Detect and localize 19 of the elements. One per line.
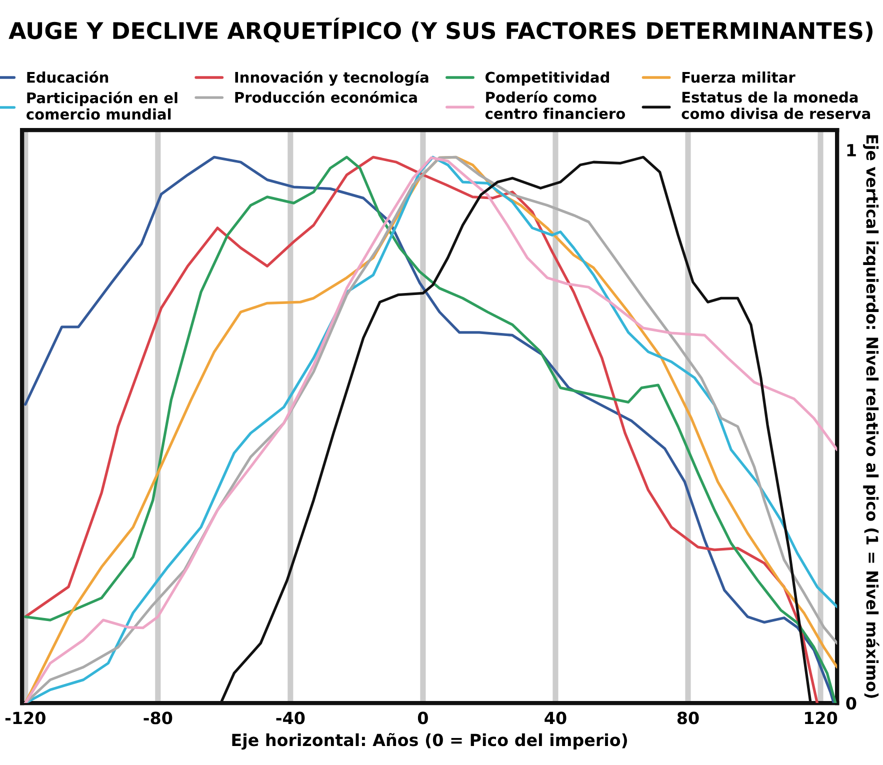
chart-title: AUGE Y DECLIVE ARQUETÍPICO (Y SUS FACTORES DETERMINANTES) [8, 18, 872, 42]
legend-label: Competitividad [486, 72, 609, 86]
legend-label: Estatus de la moneda como divisa de reserva [682, 91, 870, 120]
legend-label: Poderío como centro financiero [485, 90, 626, 120]
legend-label: Innovación y tecnología [235, 70, 428, 86]
legend-label: Educación [27, 70, 108, 83]
y-axis-title: Eje vertical izquierdo: Nivel relativo al pico (1 = Nivel máximo) [863, 135, 880, 698]
legend-label: Producción económica [235, 91, 417, 103]
x-tick-label: -40 [276, 712, 305, 724]
x-tick-label: 120 [805, 712, 838, 724]
legend-label: Participación en el comercio mundial [26, 91, 178, 120]
y-tick-label: 1 [847, 144, 856, 156]
x-tick-label: 40 [544, 712, 566, 724]
x-tick-label: -80 [144, 712, 172, 724]
x-tick-label: 80 [677, 712, 699, 724]
x-tick-label: -120 [5, 712, 46, 724]
x-axis-title: Eje horizontal: Años (0 = Pico del imperio) [232, 733, 627, 750]
legend-label: Fuerza militar [682, 72, 796, 83]
x-tick-label: 0 [418, 712, 428, 724]
